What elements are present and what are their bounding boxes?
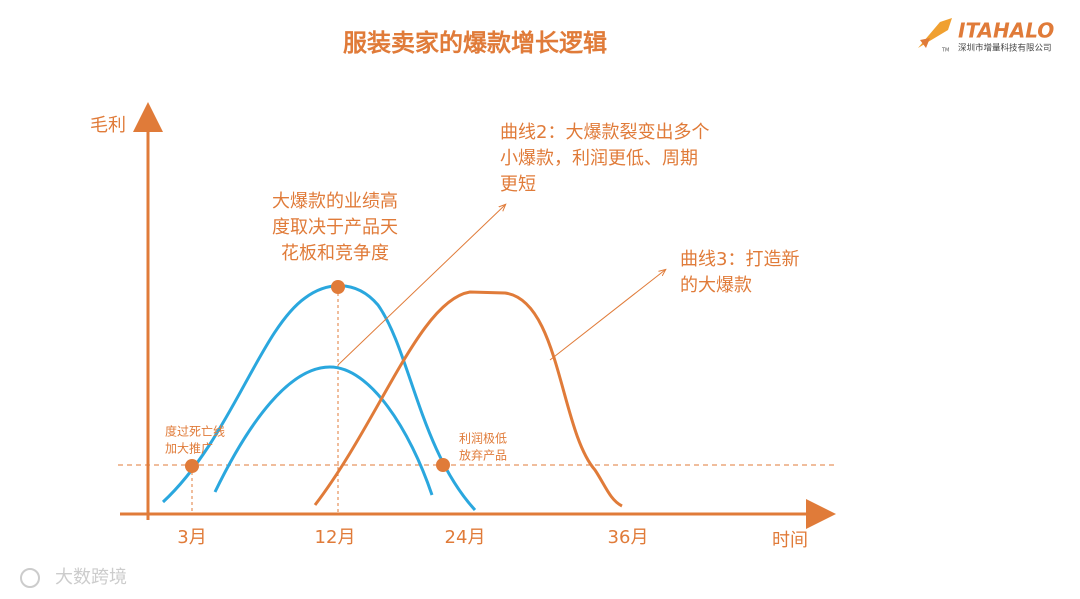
x-tick-label: 36月: [608, 527, 649, 548]
annotation-line: 度取决于产品天: [272, 217, 398, 238]
annotation-line: 曲线3：打造新: [680, 249, 799, 270]
small-hit-curve: [213, 365, 434, 496]
new-hit-curve: [313, 290, 623, 508]
logo: ITAHALO TM 深圳市增量科技有限公司: [918, 18, 1054, 54]
x-tick-label: 24月: [445, 527, 486, 548]
trademark: TM: [941, 48, 949, 54]
annotation-line: 加大推广: [165, 442, 213, 456]
x-tick-label: 12月: [315, 527, 356, 548]
y-axis-label: 毛利: [90, 115, 126, 136]
watermark-icon: [20, 568, 40, 588]
annotation-line: 的大爆款: [680, 275, 752, 296]
annotation-line: 更短: [500, 174, 536, 195]
rocket-flame: [920, 38, 930, 48]
annotation-line: 大爆款的业绩高: [272, 191, 398, 212]
x-axis-label: 时间: [772, 530, 808, 551]
annotation-line: 度过死亡线: [165, 424, 225, 439]
brand: ITAHALO: [958, 19, 1054, 43]
pointer: [549, 270, 665, 361]
title: 服装卖家的爆款增长逻辑: [343, 29, 607, 57]
annotation-line: 曲线2：大爆款裂变出多个: [500, 122, 709, 143]
annotation-line: 花板和竞争度: [281, 243, 389, 264]
x-tick-label: 3月: [177, 527, 206, 548]
big-hit-curve: [161, 284, 477, 512]
annotation-line: 放弃产品: [459, 448, 507, 463]
pointer: [337, 205, 505, 366]
point: [185, 459, 199, 473]
annotation-line: 小爆款，利润更低、周期: [500, 148, 698, 169]
point: [436, 458, 450, 472]
watermark: 大数跨境: [55, 567, 127, 588]
point: [331, 280, 345, 294]
company: 深圳市增量科技有限公司: [958, 43, 1052, 54]
annotation-line: 利润极低: [459, 432, 507, 446]
